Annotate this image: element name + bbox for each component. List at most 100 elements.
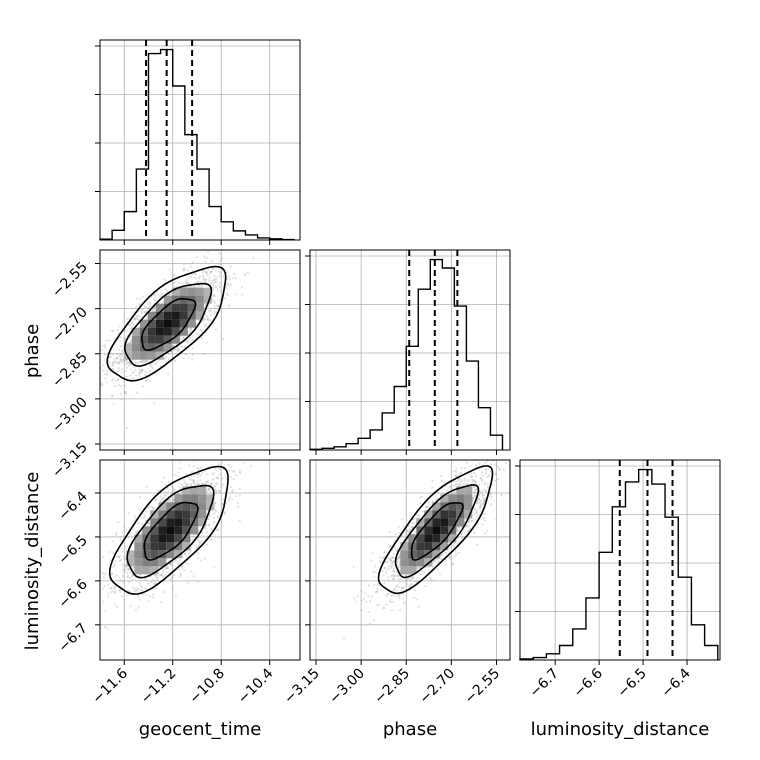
scatter-point [500, 493, 503, 497]
scatter-point [243, 461, 246, 465]
scatter-point [207, 517, 210, 521]
scatter-point [118, 325, 121, 328]
scatter-point [178, 568, 181, 571]
scatter-point [367, 595, 370, 598]
scatter-point [213, 295, 216, 298]
scatter-point [172, 282, 175, 285]
scatter-point [108, 355, 111, 359]
scatter-point [117, 367, 120, 370]
density-cell [150, 542, 159, 551]
scatter-point [422, 571, 426, 574]
scatter-point [162, 476, 165, 480]
scatter-point [513, 453, 515, 455]
scatter-point [214, 307, 217, 310]
scatter-point [164, 356, 168, 359]
scatter-point [125, 426, 128, 430]
scatter-point [229, 265, 232, 268]
density-cell [158, 534, 167, 543]
density-cell [203, 295, 212, 304]
scatter-point [129, 364, 132, 367]
scatter-point [140, 360, 143, 363]
scatter-point [191, 285, 194, 289]
scatter-point [204, 324, 207, 328]
scatter-point [391, 574, 394, 577]
scatter-point [173, 574, 176, 577]
scatter-point [197, 539, 200, 542]
scatter-point [138, 495, 142, 499]
scatter-point [116, 370, 119, 373]
scatter-point [441, 492, 444, 495]
scatter-point [152, 506, 155, 509]
scatter-point [169, 500, 172, 503]
scatter-point [213, 486, 216, 489]
scatter-point [131, 377, 134, 380]
scatter-point [127, 580, 131, 584]
scatter-point [474, 494, 477, 497]
scatter-point [105, 627, 108, 630]
scatter-point [120, 359, 123, 362]
scatter-point [144, 360, 147, 363]
scatter-point [396, 574, 399, 578]
scatter-point [241, 293, 244, 296]
scatter-point [176, 471, 180, 474]
scatter-point [201, 531, 204, 534]
scatter-point [432, 579, 435, 582]
scatter-point [161, 496, 164, 500]
scatter-point [116, 353, 119, 356]
scatter-point [454, 483, 457, 486]
scatter-point [103, 625, 106, 629]
scatter-point [203, 277, 206, 281]
scatter-point [214, 286, 218, 289]
scatter-point [218, 473, 222, 476]
scatter-point [178, 575, 182, 578]
scatter-point [454, 470, 457, 473]
scatter-point [226, 283, 229, 286]
scatter-point [143, 310, 147, 313]
scatter-point [464, 518, 467, 521]
scatter-point [218, 281, 221, 285]
scatter-point [127, 360, 130, 364]
scatter-point [172, 498, 175, 501]
scatter-point [189, 327, 192, 330]
scatter-point [219, 271, 222, 275]
scatter-point [129, 324, 132, 327]
scatter-point [462, 483, 465, 486]
scatter-point [180, 483, 184, 486]
scatter-point [221, 257, 224, 260]
density-cell [158, 526, 167, 535]
scatter-point [154, 582, 157, 585]
scatter-point [216, 477, 219, 480]
scatter-point [221, 498, 224, 501]
scatter-point [119, 579, 122, 582]
scatter-point [221, 477, 224, 480]
scatter-point [153, 293, 156, 296]
scatter-point [104, 346, 107, 349]
scatter-point [186, 282, 190, 285]
density-cell [139, 351, 148, 360]
density-cell [142, 566, 151, 575]
scatter-point [475, 510, 479, 513]
scatter-point [192, 575, 195, 578]
scatter-point [196, 467, 199, 470]
density-cell [163, 343, 172, 352]
scatter-point [213, 294, 216, 297]
scatter-point [123, 526, 126, 529]
scatter-point [185, 473, 188, 476]
scatter-point [197, 280, 200, 283]
scatter-point [211, 230, 213, 232]
scatter-point [227, 499, 230, 502]
scatter-point [140, 531, 143, 534]
scatter-point [215, 476, 218, 479]
scatter-point [111, 540, 114, 543]
scatter-point [209, 270, 212, 273]
scatter-point [247, 244, 249, 246]
density-cell [147, 319, 156, 328]
scatter-point [167, 293, 171, 297]
scatter-point [194, 272, 197, 275]
scatter-point [139, 360, 142, 364]
scatter-point [116, 328, 119, 331]
contour-level-1 [126, 484, 215, 579]
scatter-point [484, 532, 487, 535]
scatter-point [182, 263, 186, 266]
scatter-point [115, 574, 118, 577]
